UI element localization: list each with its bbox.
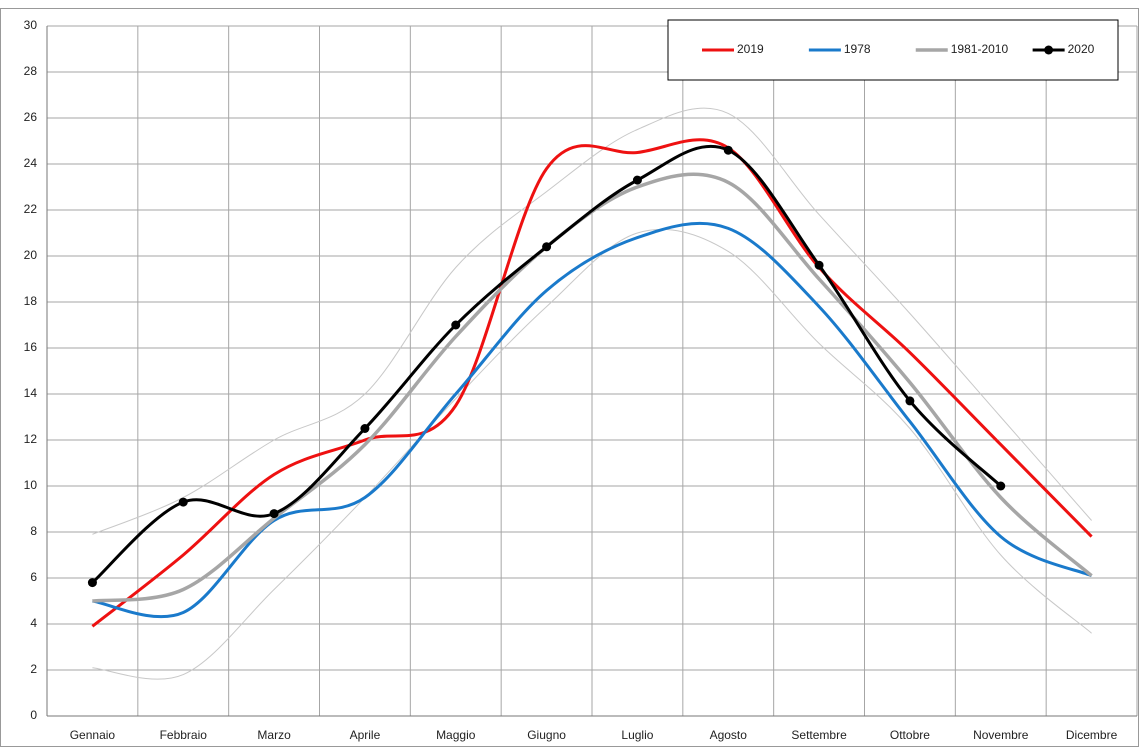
- y-tick-label: 6: [30, 570, 37, 584]
- y-tick-label: 24: [24, 156, 38, 170]
- y-tick-label: 2: [30, 662, 37, 676]
- x-tick-label: Giugno: [527, 728, 566, 742]
- y-tick-label: 16: [24, 340, 38, 354]
- y-tick-label: 18: [24, 294, 38, 308]
- point: [996, 481, 1006, 491]
- legend-label: 2020: [1068, 42, 1095, 56]
- y-tick-label: 30: [24, 18, 38, 32]
- x-tick-label: Settembre: [791, 728, 847, 742]
- y-tick-label: 14: [24, 386, 38, 400]
- point: [87, 578, 97, 588]
- legend-label: 2019: [737, 42, 764, 56]
- x-tick-label: Ottobre: [890, 728, 930, 742]
- x-tick-label: Maggio: [436, 728, 476, 742]
- point: [632, 175, 642, 185]
- point: [451, 320, 461, 330]
- legend-label: 1981-2010: [951, 42, 1009, 56]
- x-tick-label: Dicembre: [1066, 728, 1118, 742]
- y-tick-label: 20: [24, 248, 38, 262]
- x-tick-label: Marzo: [257, 728, 291, 742]
- series-line: [92, 228, 1092, 680]
- y-tick-label: 0: [30, 708, 37, 722]
- y-tick-label: 26: [24, 110, 38, 124]
- x-tick-label: Febbraio: [160, 728, 208, 742]
- point: [269, 509, 279, 519]
- x-tick-label: Luglio: [621, 728, 653, 742]
- point: [723, 145, 733, 155]
- point: [360, 424, 370, 433]
- point: [905, 396, 915, 406]
- point: [178, 497, 188, 507]
- point: [814, 260, 824, 270]
- x-tick-label: Aprile: [350, 728, 381, 742]
- x-tick-label: Novembre: [973, 728, 1029, 742]
- series-line: [91, 138, 1093, 628]
- y-tick-label: 10: [24, 478, 38, 492]
- legend-label: 1978: [844, 42, 871, 56]
- x-tick-label: Gennaio: [70, 728, 116, 742]
- y-tick-label: 28: [24, 64, 38, 78]
- chart-border: [0, 8, 1139, 747]
- y-tick-label: 12: [24, 432, 38, 446]
- y-tick-label: 22: [24, 202, 38, 216]
- series-line: [92, 172, 1093, 603]
- legend-marker: [1044, 45, 1054, 55]
- y-tick-label: 8: [30, 524, 37, 538]
- x-tick-label: Agosto: [710, 728, 748, 742]
- point: [542, 242, 552, 252]
- y-tick-label: 4: [30, 616, 37, 630]
